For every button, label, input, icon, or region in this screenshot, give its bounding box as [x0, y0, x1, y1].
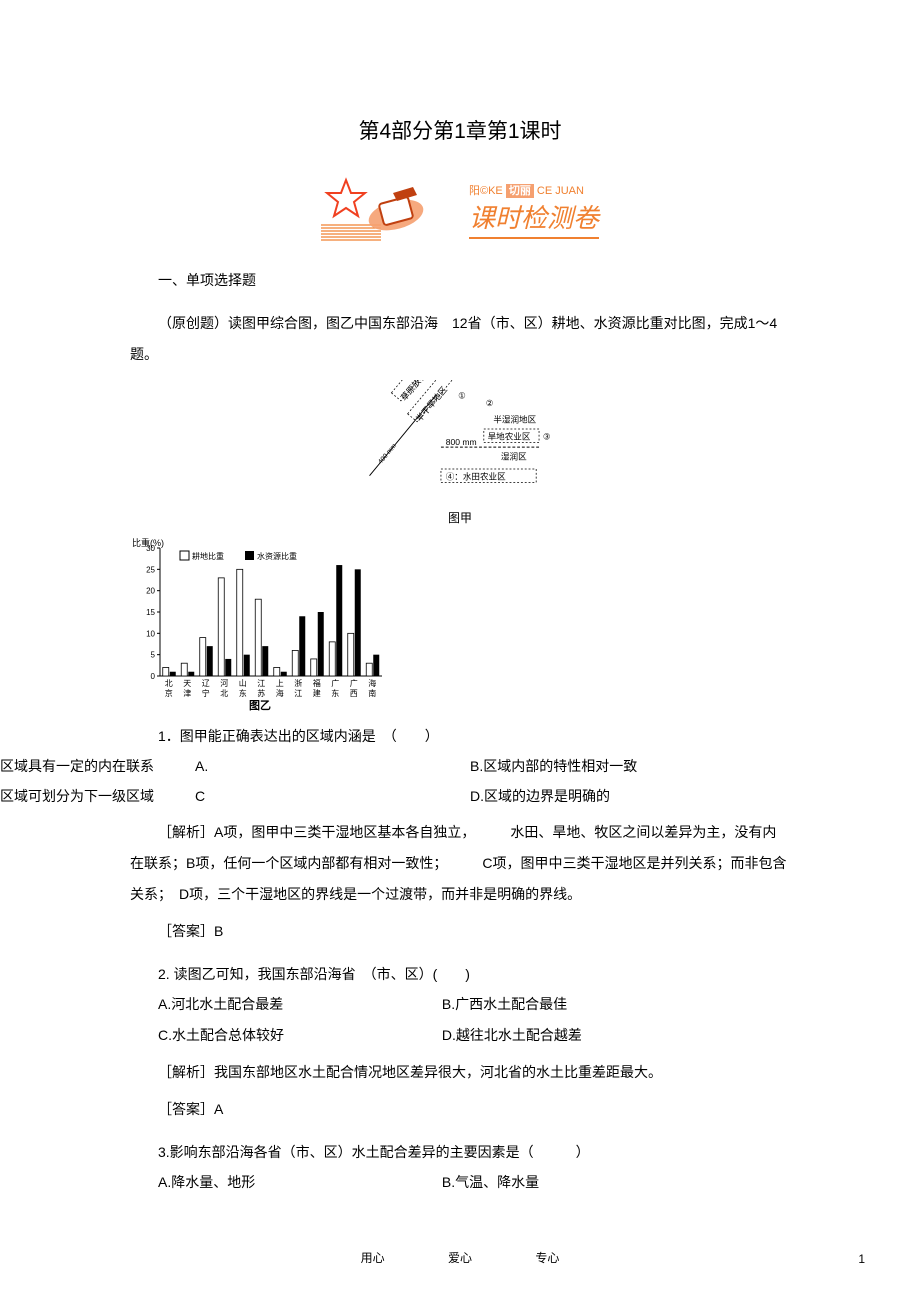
q1-opt-c-text: 区域可划分为下一级区域 — [0, 781, 180, 812]
svg-text:半干旱地区: 半干旱地区 — [413, 383, 449, 423]
q1-analysis: ［解析］A项，图甲中三类干湿地区基本各自独立， 水田、旱地、牧区之间以差异为主，… — [130, 817, 790, 909]
svg-text:西: 西 — [350, 689, 358, 698]
svg-text:京: 京 — [165, 688, 173, 698]
banner-text: 阳©KE 切丽 CE JUAN 课时检测卷 — [469, 182, 599, 239]
q1-opt-a-marker: A. — [195, 751, 208, 782]
figure-b: 比重(%)051015202530耕地比重水资源比重北京天津辽宁河北山东江苏上海… — [130, 536, 790, 711]
svg-text:广: 广 — [350, 678, 358, 688]
svg-text:海: 海 — [276, 688, 284, 698]
banner-top-line: 阳©KE 切丽 CE JUAN — [469, 182, 599, 198]
q1-opt-d: D.区域的边界是明确的 — [470, 781, 610, 812]
svg-text:①: ① — [458, 390, 466, 400]
svg-text:耕地比重: 耕地比重 — [192, 551, 224, 561]
svg-text:③: ③ — [543, 431, 551, 441]
svg-text:广: 广 — [331, 678, 339, 688]
svg-text:5: 5 — [151, 650, 156, 659]
footer-w2: 爱心 — [448, 1251, 472, 1265]
banner-main-text: 课时检测卷 — [469, 198, 599, 239]
q3-stem: 3.影响东部沿海各省（市、区）水土配合差异的主要因素是（ ） — [130, 1137, 790, 1168]
svg-text:东: 东 — [239, 688, 247, 698]
q2-opt-d: D.越往北水土配合越差 — [442, 1027, 582, 1043]
banner-top-right: CE JUAN — [537, 185, 584, 197]
svg-text:10: 10 — [146, 629, 155, 638]
q1-opt-b: B.区域内部的特性相对一致 — [470, 751, 637, 782]
q1-row-ab: 区域具有一定的内在联系 A. B.区域内部的特性相对一致 — [130, 751, 790, 781]
page-content: 第4部分第1章第1课时 阳©KE 切丽 CE JUAN 课时检测卷 — [0, 0, 920, 1198]
intro-paragraph: （原创题）读图甲综合图，图乙中国东部沿海 12省（市、区）耕地、水资源比重对比图… — [130, 308, 790, 370]
banner-icon — [321, 175, 461, 245]
svg-text:津: 津 — [183, 688, 191, 698]
section-heading: 一、单项选择题 — [130, 270, 790, 290]
banner-top-box: 切丽 — [506, 184, 534, 198]
svg-text:0: 0 — [151, 672, 156, 681]
svg-text:苏: 苏 — [257, 688, 265, 698]
svg-text:江: 江 — [294, 689, 302, 698]
svg-text:辽: 辽 — [202, 679, 210, 688]
q3-row-ab: A.降水量、地形 B.气温、降水量 — [130, 1167, 790, 1198]
q1-row-cd: 区域可划分为下一级区域 C D.区域的边界是明确的 — [130, 781, 790, 811]
footer-w1: 用心 — [361, 1251, 385, 1265]
diagram-a-svg: 草原放牧区 半干旱地区 400 mm ① ② 半湿润地区 旱地农业区 ③ 800… — [360, 380, 560, 500]
svg-text:浙: 浙 — [294, 678, 302, 688]
svg-text:②: ② — [486, 398, 494, 408]
svg-text:上: 上 — [276, 679, 284, 688]
svg-text:400 mm: 400 mm — [377, 442, 398, 465]
svg-text:15: 15 — [146, 608, 155, 617]
svg-text:海: 海 — [368, 678, 376, 688]
svg-text:水资源比重: 水资源比重 — [257, 551, 297, 561]
footer-center: 用心 爱心 专心 — [0, 1249, 920, 1266]
svg-text:30: 30 — [146, 544, 155, 553]
chart-b-svg: 比重(%)051015202530耕地比重水资源比重北京天津辽宁河北山东江苏上海… — [130, 536, 390, 711]
svg-text:河: 河 — [220, 678, 228, 688]
banner: 阳©KE 切丽 CE JUAN 课时检测卷 — [130, 175, 790, 245]
figure-a: 草原放牧区 半干旱地区 400 mm ① ② 半湿润地区 旱地农业区 ③ 800… — [130, 380, 790, 526]
svg-text:宁: 宁 — [202, 688, 210, 698]
svg-text:半湿润地区: 半湿润地区 — [493, 413, 536, 424]
svg-text:北: 北 — [220, 689, 228, 698]
banner-top-left: 阳©KE — [469, 185, 503, 197]
svg-text:福: 福 — [313, 679, 321, 688]
page-title: 第4部分第1章第1课时 — [130, 115, 790, 145]
svg-text:20: 20 — [146, 586, 155, 595]
q2-answer: ［答案］A — [130, 1094, 790, 1125]
svg-text:旱地农业区: 旱地农业区 — [488, 430, 531, 441]
q2-opt-a: A.河北水土配合最差 — [158, 989, 438, 1020]
q1-answer: ［答案］B — [130, 916, 790, 947]
q2-analysis: ［解析］我国东部地区水土配合情况地区差异很大，河北省的水土比重差距最大。 — [130, 1057, 790, 1088]
svg-text:山: 山 — [239, 678, 247, 688]
q3-opt-b: B.气温、降水量 — [442, 1174, 539, 1190]
q3-opt-a: A.降水量、地形 — [158, 1167, 438, 1198]
q2-opt-c: C.水土配合总体较好 — [158, 1020, 438, 1051]
svg-text:南: 南 — [368, 688, 376, 698]
svg-text:湿润区: 湿润区 — [501, 450, 527, 461]
page-number: 1 — [858, 1252, 865, 1266]
svg-text:800 mm: 800 mm — [446, 437, 477, 447]
q2-row-ab: A.河北水土配合最差 B.广西水土配合最佳 — [130, 989, 790, 1020]
figure-a-caption: 图甲 — [130, 509, 790, 526]
svg-text:图乙: 图乙 — [249, 699, 271, 711]
svg-text:④：水田农业区: ④：水田农业区 — [446, 470, 506, 481]
q2-opt-b: B.广西水土配合最佳 — [442, 996, 567, 1012]
svg-text:25: 25 — [146, 565, 155, 574]
svg-text:北: 北 — [165, 679, 173, 688]
q1-opt-c-marker: C — [195, 781, 205, 812]
svg-text:江: 江 — [257, 679, 265, 688]
svg-text:东: 东 — [331, 688, 339, 698]
q2-stem: 2. 读图乙可知，我国东部沿海省 （市、区）( ) — [130, 959, 790, 990]
footer-w3: 专心 — [535, 1251, 559, 1265]
svg-text:建: 建 — [313, 688, 321, 698]
q1-opt-a-text: 区域具有一定的内在联系 — [0, 751, 180, 782]
page-footer: 用心 爱心 专心 1 — [0, 1249, 920, 1266]
q1-stem: 1．图甲能正确表达出的区域内涵是 （ ） — [130, 721, 790, 752]
q2-row-cd: C.水土配合总体较好 D.越往北水土配合越差 — [130, 1020, 790, 1051]
svg-text:天: 天 — [183, 679, 191, 688]
